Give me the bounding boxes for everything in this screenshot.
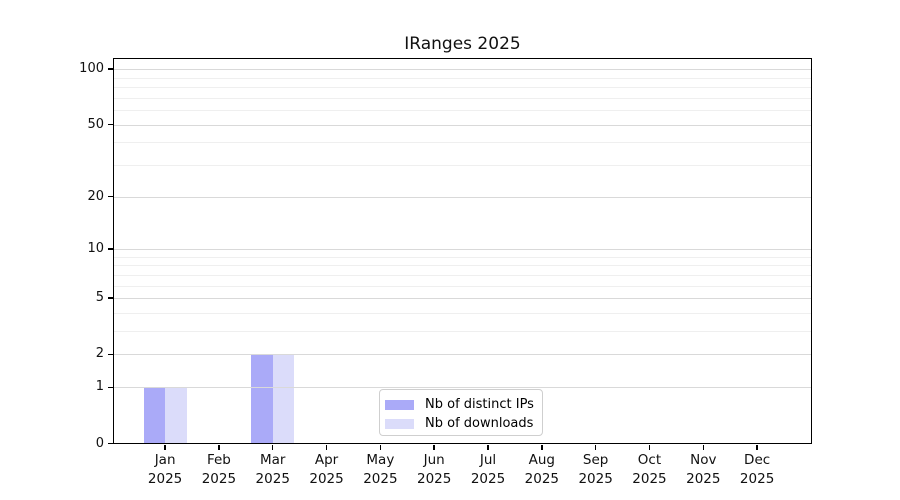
bar-downloads — [165, 387, 187, 444]
minor-gridline — [113, 265, 812, 267]
y-tick-mark — [108, 123, 113, 126]
chart-title: IRanges 2025 — [404, 34, 521, 54]
major-gridline — [113, 249, 812, 251]
major-gridline — [113, 69, 812, 71]
legend-swatch-distinct-ips — [385, 399, 414, 410]
x-tick-mark — [487, 444, 489, 450]
x-tick-label: Jun 2025 — [417, 452, 452, 487]
x-tick-mark — [594, 444, 597, 450]
legend-item-downloads: Nb of downloads — [385, 414, 534, 433]
x-tick-mark — [648, 444, 651, 450]
bar-distinct-ips — [251, 354, 273, 444]
x-tick-mark — [218, 444, 220, 450]
bar-distinct-ips — [143, 387, 166, 444]
x-tick-label: Jul 2025 — [470, 452, 506, 487]
minor-gridline — [113, 87, 812, 89]
major-gridline — [113, 298, 812, 300]
y-tick-mark — [108, 353, 113, 356]
x-tick-mark — [433, 444, 435, 450]
y-tick-label: 0 — [95, 435, 104, 451]
axes-frame — [113, 58, 812, 444]
x-tick-label: Mar 2025 — [255, 452, 290, 487]
minor-gridline — [113, 77, 812, 79]
legend-label: Nb of downloads — [425, 416, 534, 431]
minor-gridline — [113, 110, 812, 112]
x-tick-label: Aug 2025 — [524, 452, 559, 487]
legend-swatch-downloads — [385, 418, 414, 429]
minor-gridline — [113, 165, 812, 166]
y-tick-label: 2 — [95, 346, 104, 362]
x-tick-label: Nov 2025 — [686, 452, 721, 487]
x-tick-mark — [379, 444, 382, 450]
y-tick-mark — [108, 68, 113, 70]
y-tick-mark — [108, 442, 113, 445]
minor-gridline — [113, 97, 812, 99]
bar-downloads — [272, 354, 295, 444]
y-tick-label: 100 — [79, 61, 104, 77]
y-tick-label: 10 — [87, 241, 104, 257]
x-tick-mark — [756, 444, 758, 450]
minor-gridline — [113, 256, 812, 258]
legend: Nb of distinct IPs Nb of downloads — [379, 389, 543, 436]
x-tick-label: Oct 2025 — [632, 452, 667, 487]
y-tick-mark — [108, 195, 113, 198]
x-tick-label: Jan 2025 — [147, 452, 183, 487]
legend-item-distinct-ips: Nb of distinct IPs — [385, 395, 534, 414]
x-tick-label: Dec 2025 — [739, 452, 775, 487]
x-tick-mark — [702, 444, 705, 450]
major-gridline — [113, 387, 812, 389]
y-tick-label: 20 — [87, 188, 104, 204]
minor-gridline — [113, 312, 812, 314]
x-tick-label: Feb 2025 — [201, 452, 237, 487]
minor-gridline — [113, 142, 812, 144]
x-tick-label: Apr 2025 — [309, 452, 344, 487]
y-tick-mark — [108, 297, 113, 299]
minor-gridline — [113, 274, 812, 276]
major-gridline — [113, 124, 812, 126]
y-tick-mark — [108, 248, 113, 250]
y-tick-label: 5 — [95, 290, 104, 306]
x-tick-mark — [325, 444, 328, 450]
y-tick-mark — [108, 386, 113, 389]
y-tick-label: 50 — [87, 116, 104, 132]
legend-label: Nb of distinct IPs — [425, 397, 534, 412]
x-tick-label: May 2025 — [363, 452, 398, 487]
y-tick-label: 1 — [95, 379, 104, 395]
x-tick-label: Sep 2025 — [578, 452, 613, 487]
minor-gridline — [113, 285, 812, 287]
minor-gridline — [113, 331, 812, 333]
x-tick-mark — [271, 444, 274, 450]
x-tick-mark — [164, 444, 166, 450]
plot-area — [113, 58, 812, 444]
major-gridline — [113, 354, 812, 356]
x-tick-mark — [541, 444, 543, 450]
major-gridline — [113, 196, 812, 198]
